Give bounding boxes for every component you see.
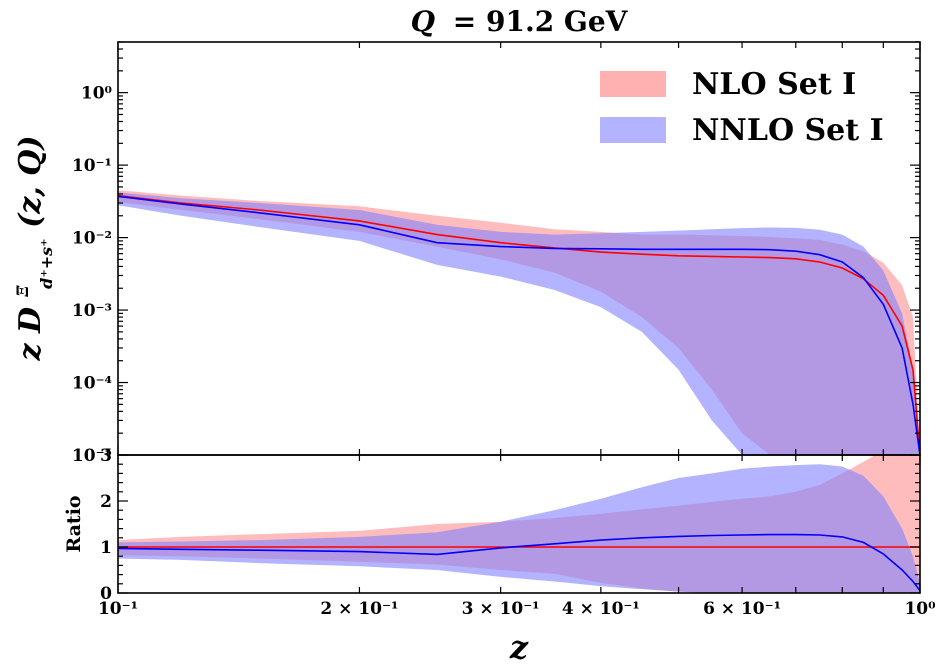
main-band-nnlo-set-i	[118, 192, 920, 455]
x-tick-label: 10⁻¹	[98, 599, 138, 619]
chart-title-symbol: Q	[411, 5, 435, 38]
y-axis-label-sub: d⁺+s⁺	[37, 238, 56, 289]
legend-label-nlo: NLO Set I	[692, 67, 856, 102]
main-panel-bands	[118, 190, 920, 455]
y-tick-label: 10⁻²	[72, 229, 112, 249]
x-tick-label: 6 × 10⁻¹	[703, 599, 781, 619]
y-tick-label: 10⁻³	[72, 301, 112, 321]
ratio-panel-lines	[118, 533, 920, 592]
ratio-y-tick-label: 0	[100, 584, 112, 604]
y-axis-label-suffix: (z, Q)	[13, 135, 48, 227]
x-tick-label: 4 × 10⁻¹	[562, 599, 640, 619]
ratio-y-axis-label: Ratio	[63, 495, 85, 552]
ratio-y-tick-label: 2	[100, 492, 112, 512]
y-tick-label: 10⁰	[81, 84, 112, 104]
legend-swatch-nnlo	[600, 117, 666, 143]
legend-label-nnlo: NNLO Set I	[692, 113, 884, 148]
ratio-band-nnlo-set-i	[118, 464, 920, 593]
x-axis-label: z	[509, 628, 529, 666]
y-tick-label: 10⁻¹	[72, 156, 112, 176]
x-tick-label: 10⁰	[904, 599, 935, 619]
y-axis-label: z D Ξ d⁺+s⁺ (z, Q)	[1, 135, 60, 361]
main-panel-lines	[118, 194, 920, 455]
legend-swatch-nlo	[600, 71, 666, 97]
ratio-panel-frame	[117, 454, 921, 594]
main-line-nlo-set-i	[118, 194, 920, 455]
x-tick-label: 2 × 10⁻¹	[320, 599, 398, 619]
chart-title-value: = 91.2 GeV	[453, 5, 629, 38]
ratio-line-nnlo-set-i	[118, 533, 920, 592]
y-tick-label: 10⁻⁵	[72, 446, 112, 466]
y-axis-label-prefix: z D	[13, 307, 48, 362]
chart-title: Q = 91.2 GeV	[411, 5, 629, 38]
y-tick-label: 10⁻⁴	[72, 374, 112, 394]
axis-ticks	[117, 41, 921, 594]
main-line-nnlo-set-i	[118, 195, 920, 455]
y-axis-label-super: Ξ	[13, 285, 32, 298]
x-tick-label: 3 × 10⁻¹	[462, 599, 540, 619]
ratio-panel-bands	[118, 455, 920, 593]
ratio-y-tick-label: 1	[100, 538, 112, 558]
ratio-y-tick-label: 3	[100, 446, 112, 466]
legend: NLO Set I NNLO Set I	[600, 67, 884, 148]
axis-tick-labels: 10⁻⁵ 10⁻⁴ 10⁻³ 10⁻² 10⁻¹ 10⁰ 10⁻¹ 2 × 10⁻¹ 3 × 1…	[72, 84, 936, 619]
